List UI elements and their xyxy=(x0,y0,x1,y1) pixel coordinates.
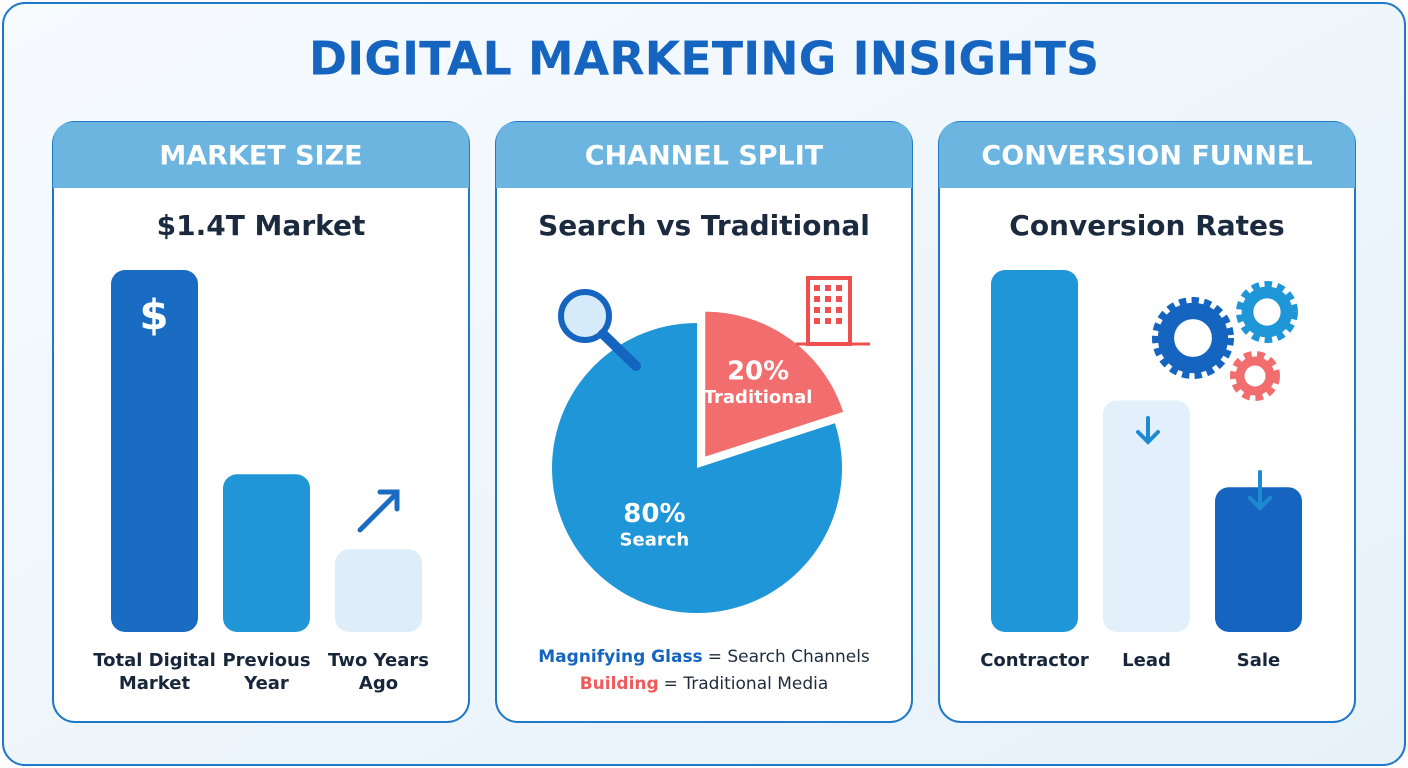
panel-title: $1.4T Market xyxy=(157,209,366,242)
category-label: Total Digital Market xyxy=(93,650,216,694)
slice-label: Traditional xyxy=(704,387,813,408)
building-window xyxy=(814,285,820,291)
page-title: DIGITAL MARKETING INSIGHTS xyxy=(309,32,1099,86)
panel-header xyxy=(939,122,1355,188)
building-window xyxy=(825,296,831,302)
category-label: Two Years Ago xyxy=(328,650,429,694)
value-label: 80% xyxy=(623,499,685,529)
bar xyxy=(1215,487,1302,632)
building-window xyxy=(814,296,820,302)
building-window xyxy=(825,285,831,291)
panel-header xyxy=(496,122,912,188)
panel-title: Search vs Traditional xyxy=(538,209,870,242)
gear xyxy=(1235,356,1275,396)
value-label: 20% xyxy=(727,356,789,386)
building-window xyxy=(814,307,820,313)
panel-header-text: CHANNEL SPLIT xyxy=(585,141,824,172)
category-label: Contractor xyxy=(980,650,1089,671)
gear xyxy=(1230,351,1280,401)
bar xyxy=(991,270,1078,632)
icon: $ xyxy=(139,291,168,340)
legend-key: Building xyxy=(579,674,659,694)
bar xyxy=(1103,400,1190,632)
growth-arrow xyxy=(357,489,400,533)
building-window xyxy=(825,318,831,324)
pie-slice xyxy=(552,323,843,613)
pie-slice xyxy=(705,311,844,457)
legend-key: Magnifying Glass xyxy=(538,647,703,667)
category-label: Previous Year xyxy=(222,650,311,694)
building-window xyxy=(825,307,831,313)
gear xyxy=(1236,281,1298,343)
legend-text: = Search Channels xyxy=(707,647,870,667)
panel-title: Conversion Rates xyxy=(1009,209,1284,242)
magnifier-icon xyxy=(558,289,612,343)
building-window xyxy=(836,307,842,313)
magnifier-icon xyxy=(598,329,641,371)
slice-label: Search xyxy=(620,530,690,551)
panel-header xyxy=(53,122,469,188)
down-arrow xyxy=(1136,416,1160,445)
building-window xyxy=(836,318,842,324)
gear xyxy=(1241,286,1293,338)
bar xyxy=(111,270,198,632)
legend-entry: Magnifying Glass = Search Channels xyxy=(496,644,912,671)
category-label: Lead xyxy=(1122,650,1171,671)
down-arrow xyxy=(1248,470,1272,511)
building-window xyxy=(814,318,820,324)
gear xyxy=(1157,302,1229,374)
building-window xyxy=(836,296,842,302)
bar xyxy=(223,474,310,632)
panel-header-text: MARKET SIZE xyxy=(159,141,362,172)
legend-entry: Building = Traditional Media xyxy=(496,671,912,698)
bar xyxy=(335,549,422,632)
category-label: Sale xyxy=(1236,650,1281,671)
gear xyxy=(1152,297,1234,379)
legend-text: = Traditional Media xyxy=(663,674,829,694)
panel-header-text: CONVERSION FUNNEL xyxy=(981,141,1312,172)
building-window xyxy=(836,285,842,291)
